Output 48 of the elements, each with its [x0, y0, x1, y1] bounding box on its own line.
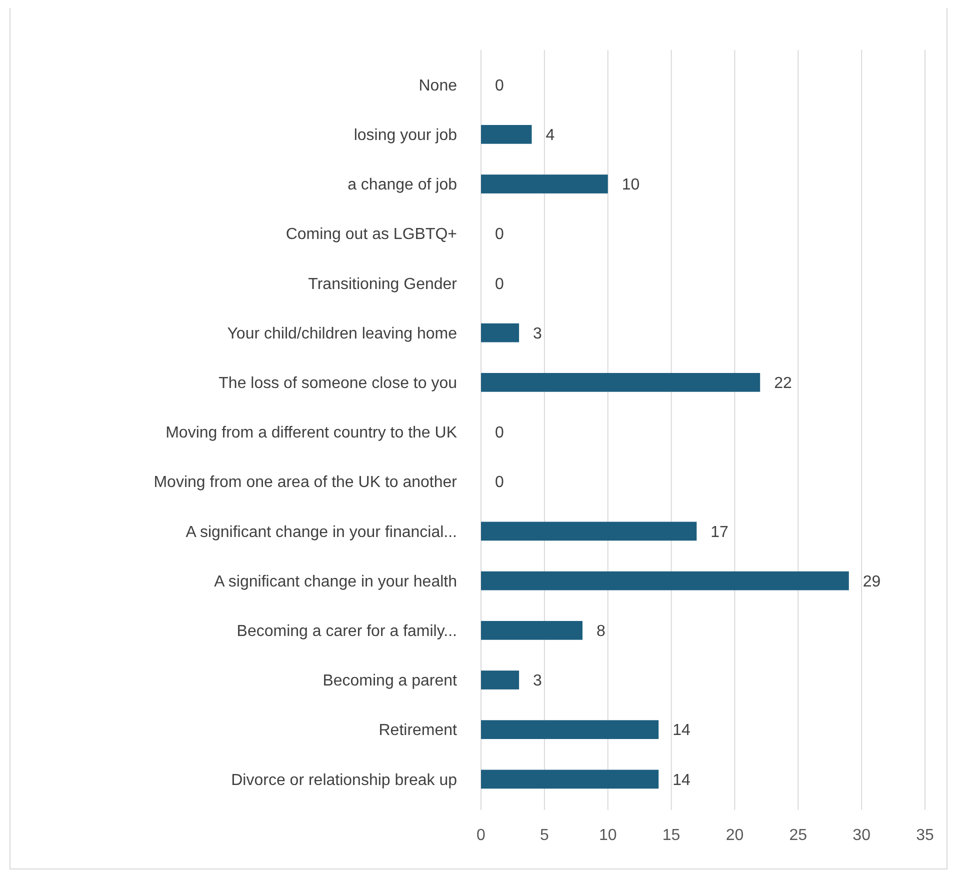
y-tick-label: A significant change in your health [214, 573, 457, 590]
bar [481, 670, 520, 690]
data-label: 4 [546, 127, 555, 144]
data-label: 0 [495, 77, 504, 94]
x-tick-label: 30 [852, 827, 871, 844]
y-tick-label: Moving from one area of the UK to another [154, 474, 458, 492]
bar [481, 720, 659, 740]
x-tick-label: 5 [540, 827, 549, 844]
y-tick-label: Transitioning Gender [308, 276, 458, 293]
bar [481, 522, 697, 541]
x-tick-label: 25 [789, 827, 808, 844]
x-tick-label: 35 [916, 827, 934, 844]
data-label: 10 [622, 176, 640, 194]
bar [481, 323, 520, 342]
data-label: 3 [533, 672, 542, 690]
y-tick-label: Moving from a different country to the UK [166, 424, 458, 442]
data-label: 8 [596, 623, 606, 640]
bar [481, 571, 849, 590]
data-label: 17 [710, 524, 729, 541]
x-tick-label: 0 [476, 827, 486, 844]
y-tick-label: a change of job [348, 176, 458, 194]
data-label: 0 [495, 226, 504, 244]
y-tick-label: Retirement [378, 722, 458, 740]
bar [481, 770, 659, 789]
data-label: 0 [495, 424, 504, 442]
data-label: 0 [495, 474, 504, 492]
y-tick-label: Your child/children leaving home [227, 325, 458, 342]
y-tick-label: None [418, 77, 458, 94]
y-tick-label: Coming out as LGBTQ+ [286, 226, 457, 244]
bar [481, 372, 760, 392]
y-tick-label: Divorce or relationship break up [231, 772, 458, 789]
y-tick-label: The loss of someone close to you [218, 375, 457, 392]
bar [481, 124, 532, 144]
data-label: 29 [862, 573, 881, 590]
data-label: 14 [672, 722, 690, 740]
bar [481, 174, 608, 194]
y-tick-label: Becoming a carer for a family... [236, 623, 457, 640]
bar [481, 620, 582, 640]
x-tick-label: 15 [662, 827, 680, 844]
y-tick-label: A significant change in your financial... [186, 524, 457, 541]
x-tick-label: 10 [598, 827, 617, 844]
data-label: 14 [672, 772, 690, 789]
y-tick-label: losing your job [354, 127, 458, 144]
data-label: 22 [774, 375, 792, 392]
data-label: 3 [533, 325, 542, 342]
x-tick-label: 20 [726, 827, 744, 844]
data-label: 0 [495, 276, 504, 293]
y-tick-label: Becoming a parent [322, 672, 458, 690]
